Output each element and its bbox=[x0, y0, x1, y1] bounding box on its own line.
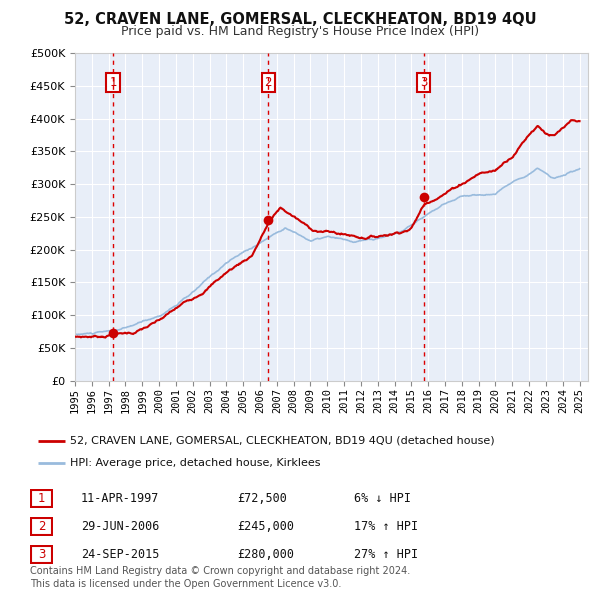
Text: Contains HM Land Registry data © Crown copyright and database right 2024.
This d: Contains HM Land Registry data © Crown c… bbox=[30, 566, 410, 589]
Text: 24-SEP-2015: 24-SEP-2015 bbox=[81, 548, 160, 561]
Text: 3: 3 bbox=[420, 76, 427, 89]
Text: Price paid vs. HM Land Registry's House Price Index (HPI): Price paid vs. HM Land Registry's House … bbox=[121, 25, 479, 38]
Text: 52, CRAVEN LANE, GOMERSAL, CLECKHEATON, BD19 4QU (detached house): 52, CRAVEN LANE, GOMERSAL, CLECKHEATON, … bbox=[71, 435, 495, 445]
Text: £72,500: £72,500 bbox=[237, 492, 287, 505]
Text: 17% ↑ HPI: 17% ↑ HPI bbox=[354, 520, 418, 533]
Text: 11-APR-1997: 11-APR-1997 bbox=[81, 492, 160, 505]
Text: 52, CRAVEN LANE, GOMERSAL, CLECKHEATON, BD19 4QU: 52, CRAVEN LANE, GOMERSAL, CLECKHEATON, … bbox=[64, 12, 536, 27]
Text: 29-JUN-2006: 29-JUN-2006 bbox=[81, 520, 160, 533]
Text: 27% ↑ HPI: 27% ↑ HPI bbox=[354, 548, 418, 561]
Text: 1: 1 bbox=[38, 492, 45, 505]
Text: HPI: Average price, detached house, Kirklees: HPI: Average price, detached house, Kirk… bbox=[71, 458, 321, 468]
Text: 1: 1 bbox=[109, 76, 117, 89]
Text: £280,000: £280,000 bbox=[237, 548, 294, 561]
Text: 2: 2 bbox=[265, 76, 272, 89]
Text: 3: 3 bbox=[38, 548, 45, 561]
Text: 6% ↓ HPI: 6% ↓ HPI bbox=[354, 492, 411, 505]
Text: 2: 2 bbox=[38, 520, 45, 533]
Text: £245,000: £245,000 bbox=[237, 520, 294, 533]
